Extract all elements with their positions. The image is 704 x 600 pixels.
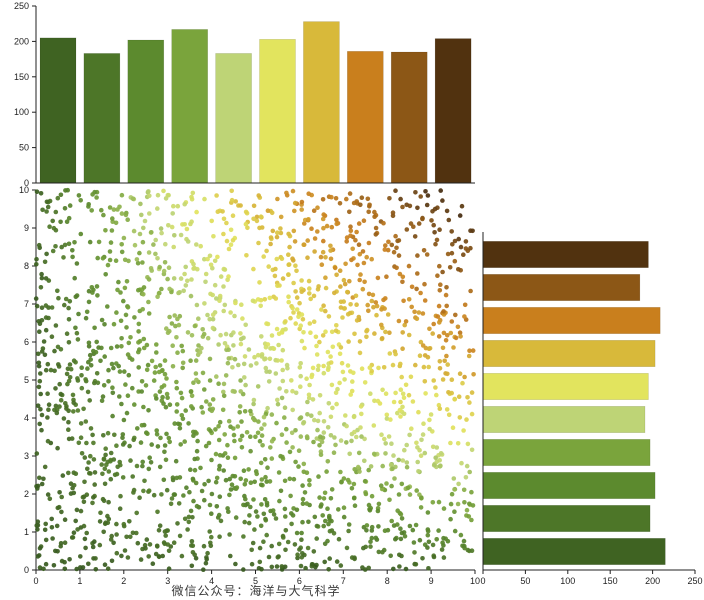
- top-hist-bar: [303, 21, 340, 184]
- tick-label: 2: [24, 489, 29, 499]
- tick-label: 250: [14, 1, 29, 11]
- top-hist-bar: [259, 38, 296, 184]
- tick-label: 9: [429, 576, 434, 586]
- tick-label: 1: [77, 576, 82, 586]
- tick-label: 0: [480, 576, 485, 586]
- right-hist-bar: [482, 306, 661, 334]
- tick-label: 9: [24, 223, 29, 233]
- top-hist-bar: [346, 50, 384, 184]
- tick-label: 4: [24, 413, 29, 423]
- top-hist-bar: [127, 39, 165, 184]
- tick-label: 10: [470, 576, 480, 586]
- tick-label: 200: [14, 36, 29, 46]
- tick-label: 150: [14, 72, 29, 82]
- right-hist-bar: [482, 504, 651, 532]
- tick-label: 100: [14, 107, 29, 117]
- top-hist-bar: [171, 29, 208, 184]
- tick-label: 3: [165, 576, 170, 586]
- tick-label: 200: [645, 576, 660, 586]
- tick-label: 8: [385, 576, 390, 586]
- top-histogram: [39, 21, 472, 184]
- watermark-caption: 微信公众号：海洋与大气科学: [171, 584, 341, 598]
- tick-label: 150: [603, 576, 618, 586]
- tick-label: 0: [24, 178, 29, 188]
- top-hist-bar: [390, 51, 428, 184]
- right-hist-bar: [482, 273, 641, 301]
- tick-label: 5: [253, 576, 258, 586]
- tick-label: 8: [24, 261, 29, 271]
- tick-label: 7: [341, 576, 346, 586]
- top-hist-bar: [215, 53, 252, 184]
- tick-label: 50: [19, 143, 29, 153]
- scatter-layer: [33, 187, 476, 572]
- tick-label: 250: [687, 576, 702, 586]
- tick-label: 7: [24, 299, 29, 309]
- tick-label: 6: [297, 576, 302, 586]
- tick-label: 0: [24, 565, 29, 575]
- right-hist-bar: [482, 471, 656, 499]
- tick-label: 4: [209, 576, 214, 586]
- tick-label: 2: [121, 576, 126, 586]
- top-hist-bar: [434, 38, 472, 184]
- tick-label: 50: [520, 576, 530, 586]
- right-hist-bar: [482, 372, 649, 400]
- tick-label: 3: [24, 451, 29, 461]
- tick-label: 1: [24, 527, 29, 537]
- right-histogram: [482, 241, 666, 565]
- right-hist-bar: [482, 438, 651, 466]
- top-hist-bar: [39, 37, 77, 184]
- right-hist-bar: [482, 339, 656, 367]
- top-hist-bar: [83, 53, 121, 184]
- right-hist-bar: [482, 241, 649, 269]
- tick-label: 100: [560, 576, 575, 586]
- right-hist-bar: [482, 537, 666, 565]
- tick-label: 0: [33, 576, 38, 586]
- right-hist-bar: [482, 405, 646, 433]
- tick-label: 10: [19, 185, 29, 195]
- tick-label: 5: [24, 375, 29, 385]
- tick-label: 6: [24, 337, 29, 347]
